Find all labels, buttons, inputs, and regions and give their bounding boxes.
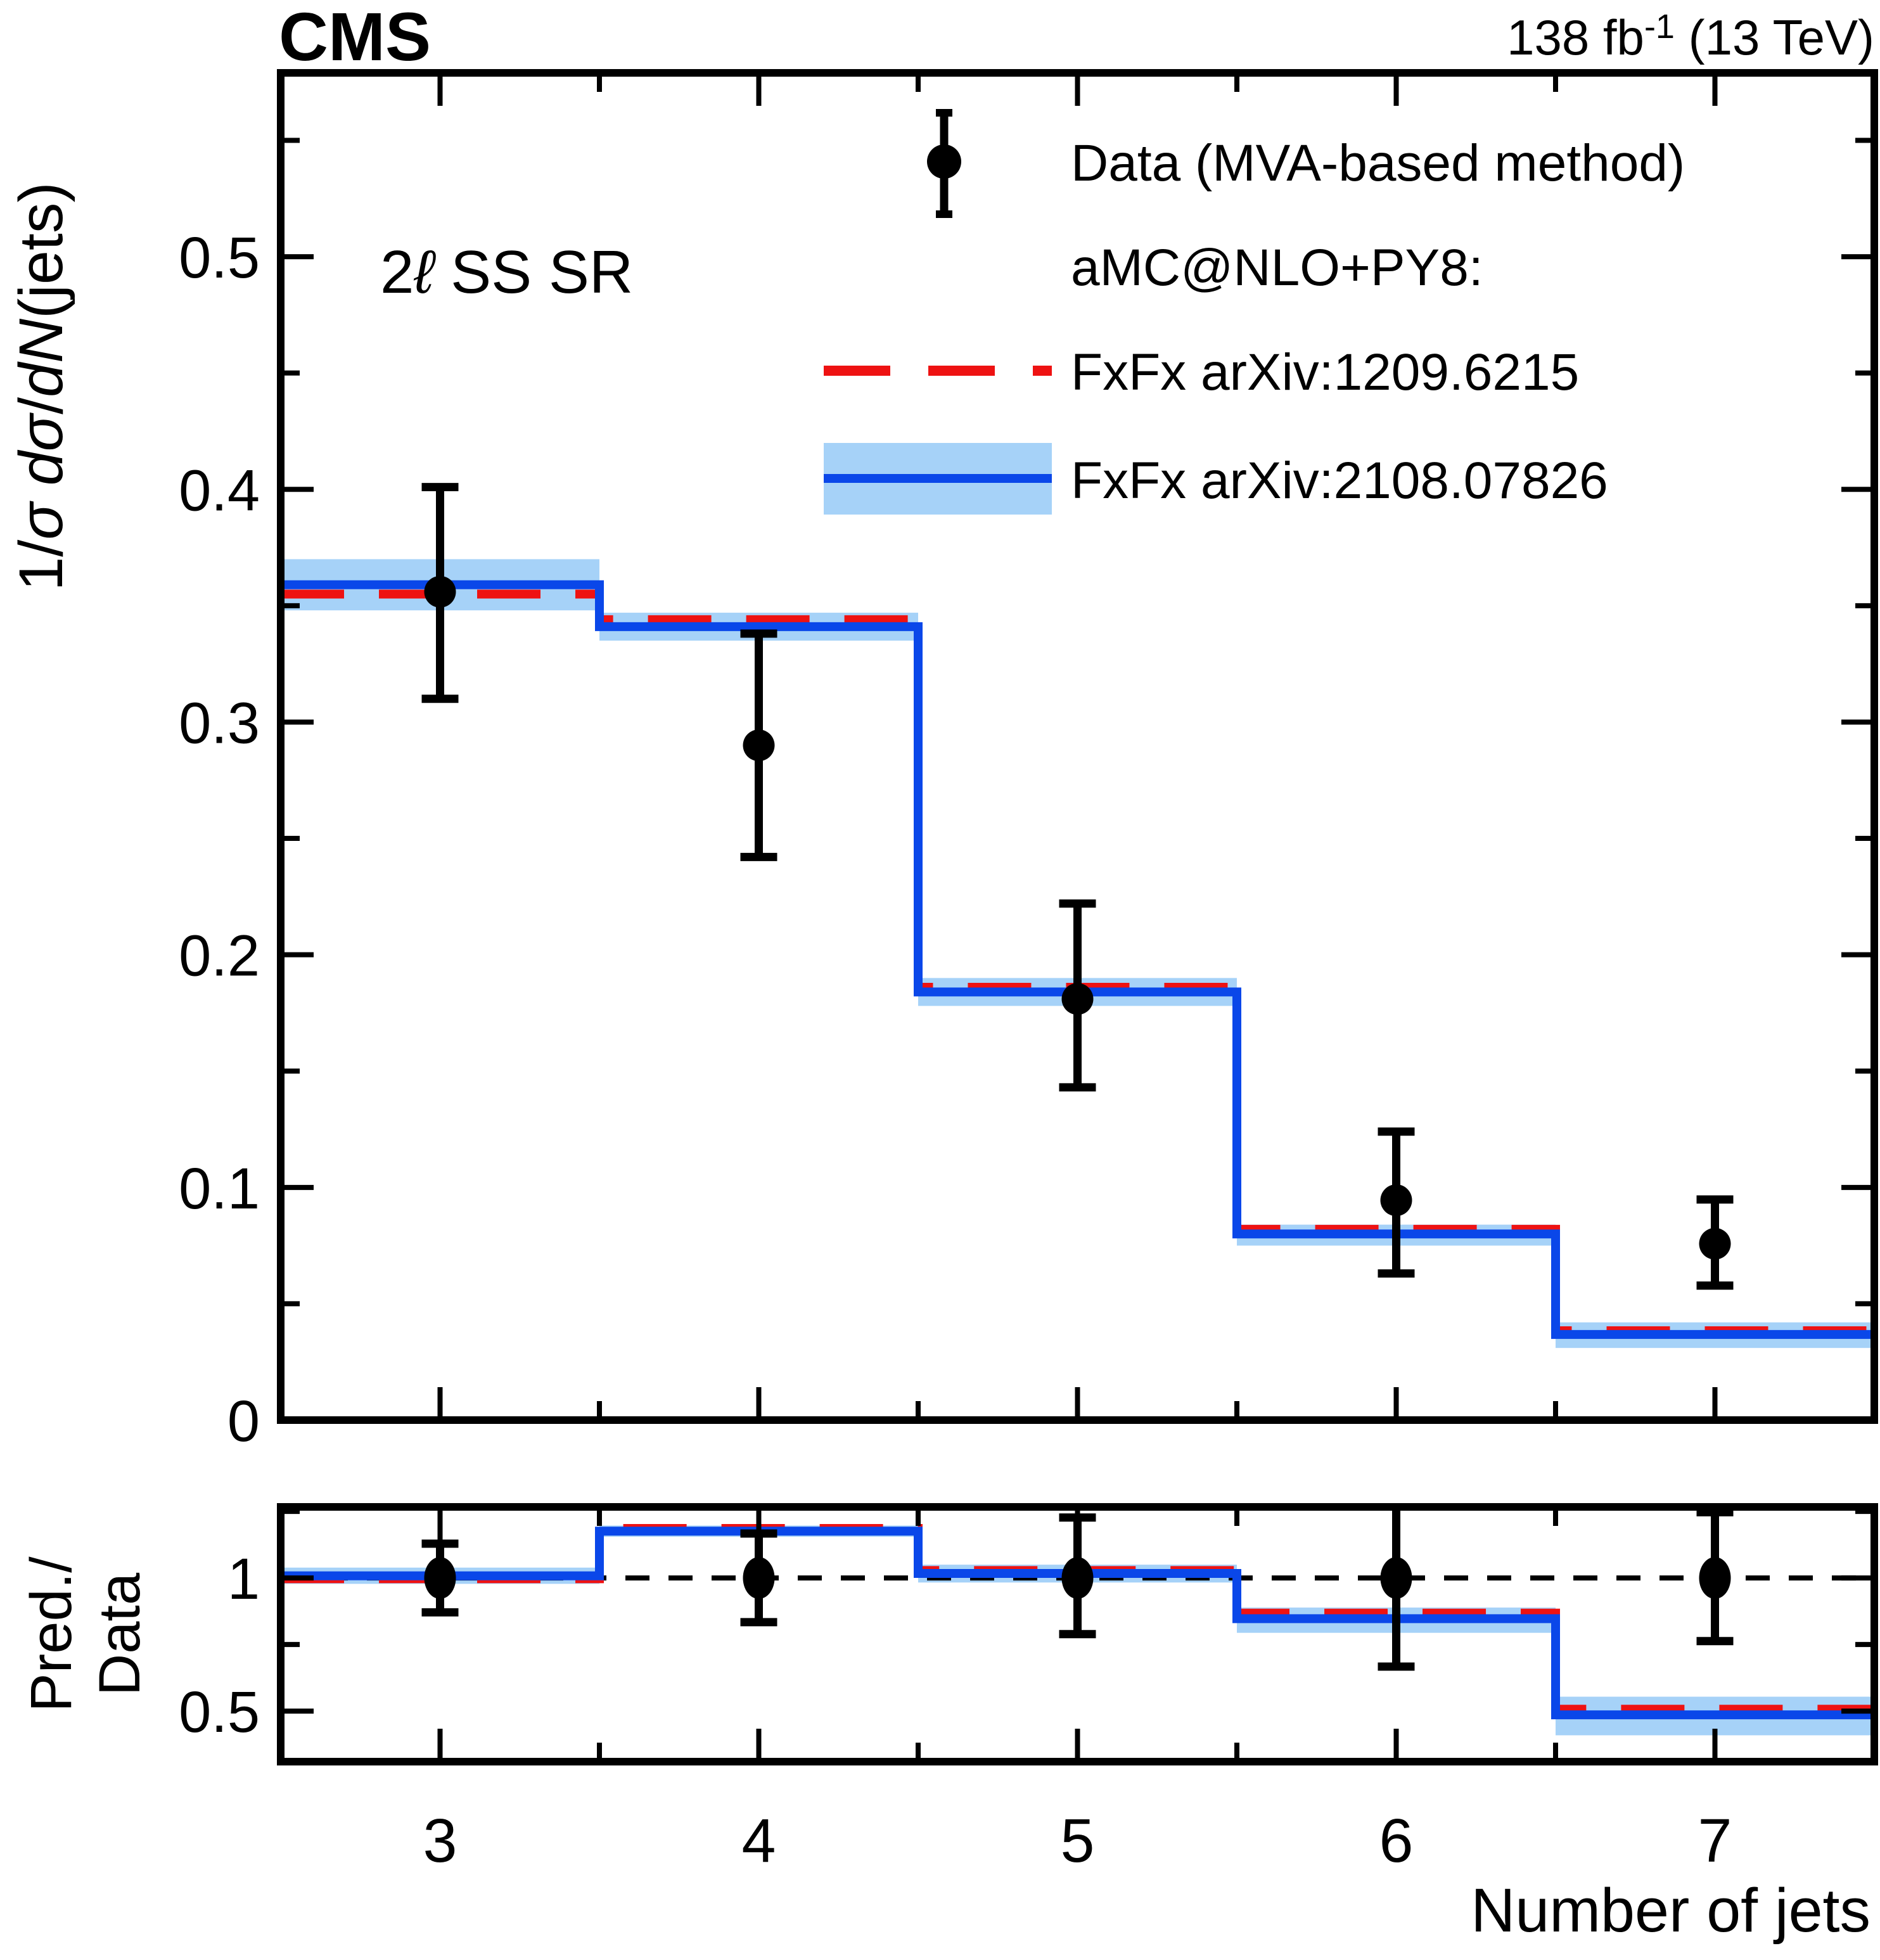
y-title-part: 1/ bbox=[6, 540, 75, 591]
legend-fxfx-old-label: FxFx arXiv:1209.6215 bbox=[1071, 343, 1579, 401]
x-tick-label: 4 bbox=[742, 1806, 776, 1875]
y-tick-label: 0 bbox=[227, 1389, 260, 1454]
legend-data-label: Data (MVA-based method) bbox=[1071, 134, 1685, 192]
y-tick-label: 0.2 bbox=[179, 924, 260, 989]
tick-labels: 0 0.1 0.2 0.3 0.4 0.5 0.5 1 3 4 5 6 7 bbox=[179, 226, 1732, 1875]
x-tick-label: 6 bbox=[1379, 1806, 1414, 1875]
x-axis-title: Number of jets bbox=[1471, 1876, 1870, 1945]
region-label-lepton: ℓ bbox=[413, 238, 436, 306]
ratio-axis-title-line1: Pred./ bbox=[19, 1556, 84, 1712]
data-point bbox=[1380, 1184, 1412, 1217]
y-tick-label: 0.4 bbox=[179, 458, 260, 523]
data-point bbox=[424, 575, 456, 608]
legend-data-marker-icon bbox=[927, 109, 961, 218]
data-point bbox=[743, 1557, 775, 1599]
lumi-energy: (13 TeV) bbox=[1675, 10, 1874, 65]
cms-logo: CMS bbox=[279, 0, 431, 75]
y-title-part: σ dσ bbox=[6, 412, 75, 539]
data-point bbox=[1061, 983, 1094, 1015]
y-title-part: / bbox=[6, 397, 75, 414]
data-point bbox=[1699, 1557, 1731, 1599]
y-title-part: dN bbox=[6, 318, 75, 397]
region-label: 2ℓ SS SR bbox=[380, 238, 633, 306]
y-title-part: (jets) bbox=[6, 182, 75, 319]
y-tick-label: 0.5 bbox=[179, 226, 260, 290]
data-point bbox=[424, 1557, 456, 1599]
x-tick-label: 3 bbox=[423, 1806, 457, 1875]
ratio-tick-label: 1 bbox=[227, 1547, 260, 1611]
legend-fxfx-new-label: FxFx arXiv:2108.07826 bbox=[1071, 452, 1608, 509]
ratio-tick-label: 0.5 bbox=[179, 1680, 260, 1745]
data-point bbox=[1061, 1557, 1094, 1599]
y-axis-title: 1/σ dσ/dN(jets) bbox=[6, 182, 75, 591]
axes-frames-and-ticks bbox=[277, 69, 1878, 1765]
lumi-superscript: -1 bbox=[1644, 8, 1675, 46]
y-tick-label: 0.1 bbox=[179, 1156, 260, 1221]
legend-group-label: aMC@NLO+PY8: bbox=[1071, 239, 1483, 297]
ratio-axis-title-line2: Data bbox=[87, 1572, 152, 1696]
lumi-value: 138 fb bbox=[1507, 10, 1644, 65]
legend: Data (MVA-based method) aMC@NLO+PY8: FxF… bbox=[824, 109, 1685, 515]
luminosity-label: 138 fb-1 (13 TeV) bbox=[1507, 8, 1874, 65]
data-point bbox=[1380, 1557, 1412, 1599]
data-point bbox=[743, 729, 775, 762]
y-tick-label: 0.3 bbox=[179, 691, 260, 755]
x-tick-label: 7 bbox=[1698, 1806, 1732, 1875]
main-panel bbox=[281, 483, 1874, 1348]
data-point bbox=[1699, 1227, 1731, 1260]
region-label-num: 2 bbox=[380, 238, 414, 306]
x-tick-label: 5 bbox=[1061, 1806, 1095, 1875]
region-label-tail: SS SR bbox=[433, 238, 633, 306]
